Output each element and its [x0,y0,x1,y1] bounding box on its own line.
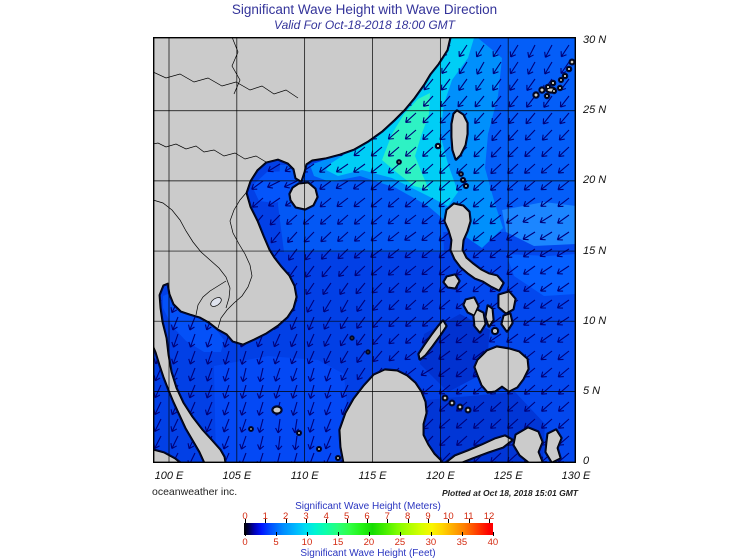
lat-label: 10 N [583,314,607,327]
lon-label: 115 E [358,470,387,482]
meters-tick [366,519,368,523]
meters-tick [326,519,328,523]
lon-label: 120 E [425,470,455,482]
lat-label: 20 N [583,174,607,187]
feet-tick [245,532,246,536]
meters-tick [305,519,307,523]
meters-tick-label: 2 [283,511,289,522]
meters-tick-label: 3 [303,511,309,522]
feet-tick-label: 5 [273,537,279,548]
country-borders [153,37,299,329]
meters-tick [285,519,287,523]
feet-tick-label: 35 [456,537,468,548]
wave-band-max [382,93,430,190]
chart-subtitle: Valid For Oct-18-2018 18:00 GMT [274,18,455,32]
meters-tick [448,519,450,523]
lon-label: 110 E [290,470,319,482]
chart-title: Significant Wave Height with Wave Direct… [231,2,498,17]
meters-tick [387,519,389,523]
lat-label: 30 N [583,34,607,47]
lon-label: 105 E [222,470,252,482]
meters-tick-label: 11 [463,511,474,522]
lon-label: 130 E [561,470,591,482]
feet-tick [337,532,339,536]
meters-tick-label: 10 [443,511,454,522]
lat-label: 5 N [583,384,601,397]
colorbar-title-meters: Significant Wave Height (Meters) [295,501,441,512]
meters-tick [468,519,470,523]
meters-tick-label: 6 [364,511,370,522]
meters-tick-label: 0 [242,511,248,522]
feet-tick-label: 40 [487,537,499,548]
wave-height-colorbar [244,523,493,535]
lat-lon-gridlines [153,37,576,463]
colorbar-title-feet: Significant Wave Height (Feet) [300,548,436,559]
lon-label: 125 E [493,470,523,482]
feet-tick [275,532,277,536]
credit-text: oceanweather inc. [152,486,238,498]
title-block: Significant Wave Height with Wave Direct… [153,2,576,32]
lat-label: 25 N [583,104,607,117]
meters-tick [427,519,429,523]
feet-tick-label: 10 [301,537,313,548]
meters-tick-label: 7 [384,511,390,522]
feet-tick [492,532,494,536]
meters-tick-label: 1 [262,511,268,522]
meters-tick-label: 4 [323,511,329,522]
feet-tick-label: 0 [242,537,248,548]
feet-tick-label: 25 [394,537,406,548]
lat-label: 0 [583,455,590,467]
feet-tick-label: 30 [425,537,437,548]
lon-label: 100 E [154,470,184,482]
meters-tick [488,519,490,523]
plotted-timestamp: Plotted at Oct 18, 2018 15:01 GMT [441,488,578,498]
meters-tick [407,519,409,523]
meters-tick [265,519,267,523]
feet-tick [368,532,370,536]
meters-tick [245,519,246,523]
feet-tick [461,532,463,536]
meters-tick-label: 9 [425,511,431,522]
sea-gulf-of-tonkin [252,171,297,203]
wave-height-map [153,37,576,463]
feet-tick [399,532,401,536]
meters-tick [346,519,348,523]
feet-tick [306,532,308,536]
meters-tick-label: 5 [344,511,350,522]
feet-tick-label: 20 [363,537,375,548]
meters-tick-label: 12 [483,511,495,522]
lat-label: 15 N [583,244,607,257]
feet-tick-label: 15 [332,537,344,548]
meters-tick-label: 8 [405,511,411,522]
feet-tick [430,532,432,536]
